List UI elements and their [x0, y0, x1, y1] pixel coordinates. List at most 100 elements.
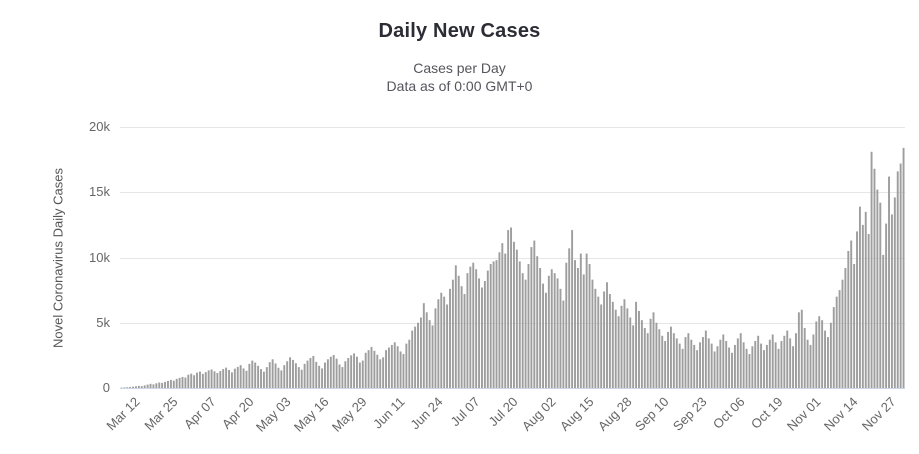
daily-cases-bar[interactable] — [835, 296, 838, 388]
daily-cases-bar[interactable] — [826, 337, 829, 388]
daily-cases-bar[interactable] — [376, 354, 379, 388]
daily-cases-bar[interactable] — [460, 286, 463, 388]
daily-cases-bar[interactable] — [201, 373, 204, 388]
daily-cases-bar[interactable] — [873, 168, 876, 388]
daily-cases-bar[interactable] — [754, 341, 757, 388]
daily-cases-bar[interactable] — [856, 231, 858, 388]
daily-cases-bar[interactable] — [385, 350, 387, 388]
daily-cases-bar[interactable] — [274, 363, 277, 388]
daily-cases-bar[interactable] — [760, 343, 763, 388]
daily-cases-bar[interactable] — [399, 351, 402, 388]
daily-cases-bar[interactable] — [408, 339, 411, 388]
daily-cases-bar[interactable] — [364, 352, 367, 388]
daily-cases-bar[interactable] — [841, 279, 844, 388]
daily-cases-bar[interactable] — [312, 356, 315, 388]
daily-cases-bar[interactable] — [483, 280, 486, 388]
daily-cases-bar[interactable] — [824, 330, 827, 388]
daily-cases-bar[interactable] — [844, 267, 847, 388]
daily-cases-bar[interactable] — [178, 377, 181, 388]
daily-cases-bar[interactable] — [751, 346, 754, 388]
daily-cases-bar[interactable] — [797, 312, 800, 388]
daily-cases-bar[interactable] — [588, 264, 591, 388]
daily-cases-bar[interactable] — [643, 327, 646, 388]
daily-cases-bar[interactable] — [565, 262, 568, 388]
daily-cases-bar[interactable] — [757, 335, 760, 388]
daily-cases-bar[interactable] — [137, 385, 140, 388]
daily-cases-bar[interactable] — [690, 339, 693, 388]
daily-cases-bar[interactable] — [315, 361, 318, 388]
daily-cases-bar[interactable] — [661, 335, 664, 388]
daily-cases-bar[interactable] — [143, 385, 146, 388]
daily-cases-bar[interactable] — [635, 301, 638, 388]
daily-cases-bar[interactable] — [251, 360, 254, 388]
daily-cases-bar[interactable] — [774, 342, 777, 388]
daily-cases-bar[interactable] — [152, 384, 155, 388]
daily-cases-bar[interactable] — [126, 387, 129, 388]
daily-cases-bar[interactable] — [355, 356, 358, 388]
daily-cases-bar[interactable] — [675, 338, 678, 388]
daily-cases-bar[interactable] — [326, 359, 329, 388]
daily-cases-bar[interactable] — [795, 333, 797, 388]
daily-cases-bar[interactable] — [338, 364, 341, 388]
daily-cases-bar[interactable] — [530, 247, 533, 388]
daily-cases-bar[interactable] — [533, 240, 536, 388]
daily-cases-bar[interactable] — [576, 267, 579, 388]
daily-cases-bar[interactable] — [428, 320, 431, 388]
daily-cases-bar[interactable] — [806, 339, 809, 388]
daily-cases-bar[interactable] — [809, 344, 812, 388]
daily-cases-bar[interactable] — [611, 301, 614, 388]
daily-cases-bar[interactable] — [861, 224, 864, 388]
daily-cases-bar[interactable] — [303, 363, 306, 388]
daily-cases-bar[interactable] — [443, 296, 446, 388]
daily-cases-bar[interactable] — [890, 214, 893, 388]
daily-cases-bar[interactable] — [524, 279, 527, 388]
daily-cases-bar[interactable] — [294, 363, 297, 388]
daily-cases-bar[interactable] — [559, 288, 562, 388]
daily-cases-bar[interactable] — [789, 338, 792, 388]
bars-plot-area[interactable] — [120, 127, 905, 388]
daily-cases-bar[interactable] — [838, 290, 841, 388]
daily-cases-bar[interactable] — [710, 343, 713, 388]
daily-cases-bar[interactable] — [172, 380, 175, 388]
daily-cases-bar[interactable] — [704, 330, 707, 388]
daily-cases-bar[interactable] — [518, 261, 521, 388]
daily-cases-bar[interactable] — [568, 248, 571, 388]
daily-cases-bar[interactable] — [449, 288, 451, 388]
daily-cases-bar[interactable] — [719, 339, 722, 388]
daily-cases-bar[interactable] — [280, 370, 283, 388]
daily-cases-bar[interactable] — [707, 338, 710, 388]
daily-cases-bar[interactable] — [132, 386, 135, 388]
daily-cases-bar[interactable] — [544, 292, 547, 388]
daily-cases-bar[interactable] — [382, 357, 385, 388]
daily-cases-bar[interactable] — [742, 342, 745, 388]
daily-cases-bar[interactable] — [417, 322, 419, 388]
daily-cases-bar[interactable] — [606, 282, 608, 388]
daily-cases-bar[interactable] — [646, 333, 649, 388]
daily-cases-bar[interactable] — [123, 387, 126, 388]
daily-cases-bar[interactable] — [629, 317, 632, 388]
daily-cases-bar[interactable] — [370, 346, 373, 388]
daily-cases-bar[interactable] — [149, 383, 152, 388]
daily-cases-bar[interactable] — [504, 253, 507, 388]
daily-cases-bar[interactable] — [655, 322, 658, 388]
daily-cases-bar[interactable] — [268, 362, 271, 388]
daily-cases-bar[interactable] — [733, 344, 736, 388]
daily-cases-bar[interactable] — [129, 386, 132, 388]
daily-cases-bar[interactable] — [437, 299, 440, 388]
daily-cases-bar[interactable] — [556, 278, 559, 388]
daily-cases-bar[interactable] — [248, 363, 251, 388]
daily-cases-bar[interactable] — [829, 322, 832, 388]
daily-cases-bar[interactable] — [693, 344, 696, 388]
daily-cases-bar[interactable] — [847, 250, 850, 388]
daily-cases-bar[interactable] — [696, 350, 699, 388]
daily-cases-bar[interactable] — [893, 197, 896, 388]
daily-cases-bar[interactable] — [169, 379, 172, 388]
daily-cases-bar[interactable] — [553, 273, 556, 388]
daily-cases-bar[interactable] — [780, 341, 783, 388]
daily-cases-bar[interactable] — [181, 376, 184, 388]
daily-cases-bar[interactable] — [672, 333, 675, 388]
daily-cases-bar[interactable] — [335, 358, 338, 388]
daily-cases-bar[interactable] — [402, 354, 405, 388]
daily-cases-bar[interactable] — [475, 269, 478, 388]
daily-cases-bar[interactable] — [864, 211, 867, 388]
